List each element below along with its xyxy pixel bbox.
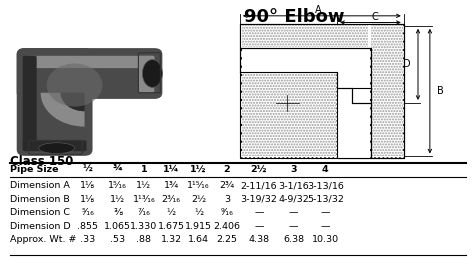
Text: .88: .88 (136, 235, 152, 244)
Text: ¾: ¾ (113, 165, 123, 174)
Text: 2½: 2½ (191, 195, 206, 204)
Text: —: — (254, 222, 264, 231)
Text: 2.25: 2.25 (217, 235, 238, 244)
Text: 3: 3 (290, 165, 297, 174)
Text: 1⅛: 1⅛ (80, 181, 95, 190)
Bar (242, 25, 368, 48)
Text: 1¹³⁄₁₆: 1¹³⁄₁₆ (133, 195, 155, 204)
Text: —: — (254, 208, 264, 217)
Text: 5-13/32: 5-13/32 (307, 195, 344, 204)
Text: Dimension A: Dimension A (10, 181, 69, 190)
Bar (242, 48, 335, 72)
Text: —: — (289, 222, 298, 231)
Bar (240, 24, 387, 48)
Bar (370, 24, 404, 158)
Text: Dimension B: Dimension B (10, 195, 69, 204)
Text: —: — (289, 208, 298, 217)
Text: 1.32: 1.32 (161, 235, 181, 244)
Text: ⅜: ⅜ (113, 208, 123, 217)
Text: 1: 1 (141, 165, 147, 174)
Text: ½: ½ (194, 208, 203, 217)
Wedge shape (41, 93, 85, 127)
Text: 2: 2 (224, 165, 230, 174)
Text: 3-1/16: 3-1/16 (278, 181, 309, 190)
Text: 2-11/16: 2-11/16 (240, 181, 277, 190)
Bar (240, 48, 370, 158)
Text: .53: .53 (110, 235, 125, 244)
Text: 1.675: 1.675 (158, 222, 184, 231)
Text: 2¾: 2¾ (219, 181, 235, 190)
Ellipse shape (38, 143, 75, 154)
Bar (337, 28, 370, 158)
Wedge shape (61, 93, 85, 111)
Text: Pipe Size: Pipe Size (10, 165, 58, 174)
Text: 1.330: 1.330 (130, 222, 158, 231)
Text: 1.64: 1.64 (188, 235, 209, 244)
Text: 1¾: 1¾ (163, 181, 179, 190)
Text: 1⁵⁄₁₆: 1⁵⁄₁₆ (108, 181, 127, 190)
Ellipse shape (146, 64, 158, 83)
FancyBboxPatch shape (138, 56, 154, 93)
FancyBboxPatch shape (17, 48, 162, 99)
FancyBboxPatch shape (23, 56, 37, 148)
FancyBboxPatch shape (27, 56, 154, 68)
Text: 2.406: 2.406 (214, 222, 240, 231)
Text: 3-19/32: 3-19/32 (240, 195, 277, 204)
Text: .33: .33 (80, 235, 95, 244)
Text: 1.915: 1.915 (185, 222, 212, 231)
Text: 6.38: 6.38 (283, 235, 304, 244)
Text: 1½: 1½ (110, 195, 125, 204)
Text: 3: 3 (224, 195, 230, 204)
Bar (242, 48, 368, 72)
Text: C: C (372, 12, 379, 22)
Bar (370, 25, 403, 156)
Text: 1¹⁵⁄₁₆: 1¹⁵⁄₁₆ (187, 181, 210, 190)
Text: 10.30: 10.30 (312, 235, 339, 244)
Text: 1¼: 1¼ (163, 165, 179, 174)
Text: 1.065: 1.065 (104, 222, 131, 231)
Text: 3-13/16: 3-13/16 (307, 181, 344, 190)
Text: 1⅛: 1⅛ (80, 195, 95, 204)
Text: 4.38: 4.38 (248, 235, 269, 244)
Text: Class 150: Class 150 (10, 155, 73, 168)
Bar (337, 48, 370, 158)
Text: 90° Elbow: 90° Elbow (244, 8, 345, 26)
Text: B: B (437, 86, 444, 96)
Text: —: — (321, 222, 330, 231)
Text: 2³⁄₁₆: 2³⁄₁₆ (162, 195, 180, 204)
Text: 1½: 1½ (190, 165, 207, 174)
Text: ½: ½ (83, 165, 93, 174)
Text: ⁷⁄₁₆: ⁷⁄₁₆ (137, 208, 151, 217)
Text: —: — (321, 208, 330, 217)
Text: ½: ½ (166, 208, 176, 217)
Bar (240, 24, 370, 48)
Text: 4-9/32: 4-9/32 (278, 195, 309, 204)
Text: A: A (315, 5, 322, 15)
Text: .855: .855 (77, 222, 98, 231)
Text: ⁵⁄₁₆: ⁵⁄₁₆ (81, 208, 95, 217)
Ellipse shape (142, 60, 162, 87)
Text: 2½: 2½ (251, 165, 267, 174)
Text: 4: 4 (322, 165, 329, 174)
Text: Dimension C: Dimension C (10, 208, 69, 217)
FancyBboxPatch shape (17, 48, 93, 156)
FancyBboxPatch shape (23, 140, 86, 151)
Text: 1½: 1½ (136, 181, 152, 190)
Text: Approx. Wt. #: Approx. Wt. # (10, 235, 76, 244)
Text: D: D (403, 59, 411, 69)
Ellipse shape (47, 63, 103, 107)
Text: ⁹⁄₁₆: ⁹⁄₁₆ (220, 208, 234, 217)
Bar (242, 72, 336, 156)
Text: Dimension D: Dimension D (10, 222, 70, 231)
